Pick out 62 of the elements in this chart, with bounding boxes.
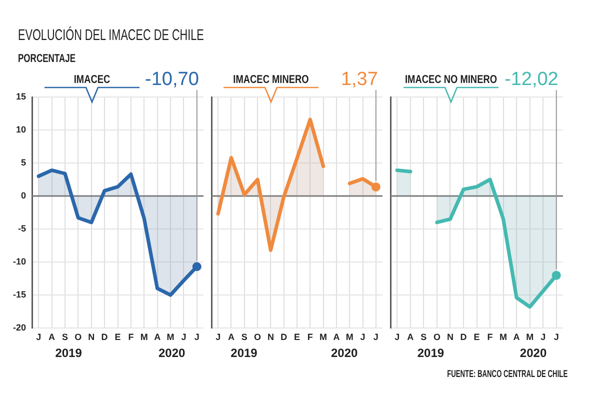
x-tick-label: M [166,332,174,342]
x-tick-label: A [407,332,414,342]
y-tick-label: -20 [12,322,26,332]
x-tick-label: J [181,332,186,342]
x-tick-label: J [194,332,200,342]
text: 2020 [520,346,547,360]
y-tick-label: -5 [18,223,26,234]
x-tick-label: M [526,332,534,342]
x-tick-label: J [394,332,400,342]
text: IMACEC MINERO [234,74,310,88]
x-tick-label: J [373,332,378,342]
x-tick-label: M [140,332,148,342]
x-tick-label: J [540,332,546,342]
x-tick-label: A [333,332,340,342]
x-tick-label: J [216,332,221,342]
y-tick-label: 15 [16,91,26,102]
x-tick-label: O [74,332,82,342]
y-tick-label: -10 [12,256,26,266]
x-tick-label: N [88,332,95,342]
x-tick-label: M [500,332,508,342]
x-tick-label: E [294,332,300,342]
x-tick-label: J [554,332,559,342]
text: 2020 [158,346,186,360]
x-tick-label: S [420,332,427,342]
source-note: FUENTE: BANCO CENTRAL DE CHILE [447,369,568,380]
text: 2019 [55,346,82,360]
chart-subtitle: PORCENTAJE [18,52,76,66]
x-tick-label: E [474,332,480,342]
x-tick-label: O [254,332,262,342]
data-label: -12,02 [504,69,558,90]
x-tick-label: O [433,332,440,342]
data-label: -10,70 [145,69,199,90]
x-tick-label: D [280,332,288,342]
x-tick-label: J [36,332,42,342]
x-tick-label: D [101,332,108,342]
text: IMACEC [74,74,110,88]
x-tick-label: S [62,332,68,342]
text: 2020 [331,346,358,360]
y-tick-label: -15 [12,289,26,300]
x-tick-label: A [48,332,56,342]
x-tick-label: M [346,332,354,342]
y-tick-label: 5 [20,157,26,168]
x-tick-label: M [320,332,328,342]
data-label: 1,37 [340,69,378,90]
y-tick-label: 0 [20,190,26,200]
text: 2019 [230,346,258,360]
text: IMACEC NO MINERO [404,74,497,88]
x-tick-label: N [267,332,274,342]
chart-title: EVOLUCIÓN DEL IMACEC DE CHILE [18,27,204,45]
x-tick-label: A [228,332,235,342]
x-tick-label: F [307,332,314,342]
x-tick-label: A [154,332,162,342]
x-tick-label: F [128,332,134,342]
text: 2019 [417,346,444,360]
x-tick-label: E [114,332,121,342]
x-tick-label: S [241,332,248,342]
x-tick-label: D [460,332,468,342]
y-tick-label: 10 [16,124,26,134]
x-tick-label: J [360,332,366,342]
x-tick-label: F [487,332,494,342]
x-tick-label: A [513,332,520,342]
x-tick-label: N [446,332,454,342]
